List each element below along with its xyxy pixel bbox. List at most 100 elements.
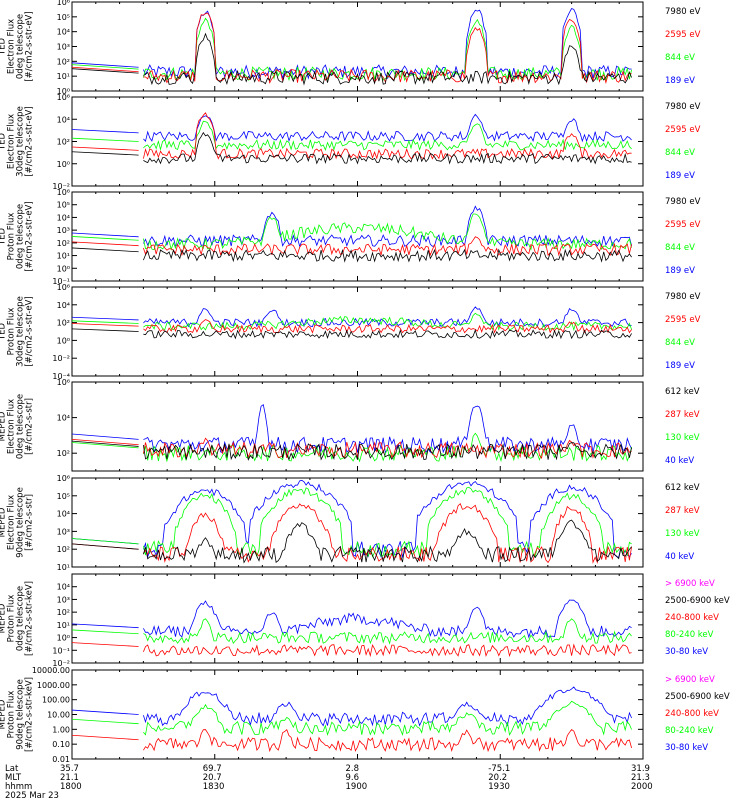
y-tick-label: 10⁶ <box>57 188 70 197</box>
series-green <box>143 17 632 82</box>
y-axis-label: MEPEDProton Flux0deg telescope[#/cm2-s-s… <box>0 581 35 656</box>
legend-entry: 240-800 keV <box>665 709 719 719</box>
series-blue-lead <box>71 232 139 238</box>
series-green-lead <box>71 64 139 70</box>
series-black-lead <box>71 247 139 253</box>
series-blue <box>143 599 632 639</box>
legend-entry: 2595 eV <box>665 220 701 230</box>
series-black-lead <box>71 543 139 550</box>
series-black-lead <box>71 328 139 332</box>
y-tick-label: 10⁴ <box>57 213 70 222</box>
legend-entry: > 6900 keV <box>665 579 715 589</box>
y-axis-label: MEPEDElectron Flux0deg telescope[#/cm2-s… <box>0 394 35 459</box>
y-tick-label: 10⁻² <box>52 659 70 668</box>
panel-frame <box>71 191 644 282</box>
series-red <box>143 319 632 334</box>
y-tick-label: 10⁶ <box>57 474 70 483</box>
y-tick-label: 10⁵ <box>57 13 70 22</box>
footer-lat: 35.7 <box>60 764 79 774</box>
series-red <box>143 729 632 753</box>
series-red-lead <box>71 241 139 247</box>
series-black <box>143 32 632 86</box>
y-tick-label: 10⁴ <box>57 510 70 519</box>
y-axis-label: TEDElectron Flux0deg telescope[#/cm2-s-s… <box>0 11 35 81</box>
series-blue-lead <box>71 433 139 440</box>
y-tick-label: 10.00 <box>47 711 70 720</box>
panel-5: 10² 10⁴ 10⁶ MEPEDElectron Flux0deg telescop… <box>0 378 700 472</box>
series-blue <box>143 113 632 143</box>
y-tick-label: 10⁶ <box>57 378 70 387</box>
series-green-lead <box>71 236 139 241</box>
legend-entry: 30-80 keV <box>665 743 708 753</box>
y-tick-label: 10⁰ <box>57 336 70 345</box>
series-red <box>143 643 632 658</box>
series-black-lead <box>71 440 139 447</box>
y-tick-label: 10⁻² <box>52 354 70 363</box>
series-red <box>143 503 632 564</box>
y-tick-label: 10¹ <box>57 252 70 261</box>
y-tick-label: 10² <box>57 545 70 554</box>
panel-8: 0.01 0.10 1.00 10.00 100.00 1000.00 10000.00 ME… <box>0 666 730 764</box>
series-blue-lead <box>71 129 139 134</box>
footer-hhmm: 2000 <box>631 782 653 792</box>
y-tick-label: 10² <box>57 57 70 66</box>
y-tick-label: 10² <box>57 449 70 458</box>
legend-entry: 612 keV <box>665 483 700 493</box>
series-black <box>143 519 632 564</box>
series-red-lead <box>71 66 139 73</box>
series-black <box>143 248 632 263</box>
footer-mlt: 21.1 <box>60 773 79 783</box>
y-tick-label: 100.00 <box>42 696 70 705</box>
y-tick-label: 10⁴ <box>57 414 70 423</box>
y-axis-label: MEPEDProton Flux90deg telescope[#/cm2-s-… <box>0 677 35 752</box>
legend-entry: 30-80 keV <box>665 647 708 657</box>
y-axis-label: TEDProton Flux30deg telescope[#/cm2-s-st… <box>0 296 35 367</box>
panel-frame <box>71 573 644 664</box>
footer-lat: 69.7 <box>203 764 222 774</box>
y-tick-label: 10¹ <box>57 72 70 81</box>
series-blue <box>143 306 632 328</box>
series-green <box>143 618 632 645</box>
footer-lat: 31.9 <box>631 764 650 774</box>
y-axis-label: TEDElectron Flux30deg telescope[#/cm2-s-… <box>0 106 35 177</box>
legend-entry: 7980 eV <box>665 197 701 207</box>
footer-hhmm: 1800 <box>60 782 82 792</box>
footer-hhmm: 1900 <box>346 782 368 792</box>
legend-entry: 7980 eV <box>665 102 701 112</box>
y-tick-label: 10⁵ <box>57 201 70 210</box>
series-blue <box>143 205 632 248</box>
legend-entry: 80-240 keV <box>665 630 714 640</box>
legend-entry: 40 keV <box>665 456 694 466</box>
panel-1: 10⁰ 10¹ 10² 10³ 10⁴ 10⁵ 10⁶ TEDElectron Flux0de… <box>0 0 701 96</box>
legend-entry: 287 keV <box>665 506 700 516</box>
legend-entry: 844 eV <box>665 243 695 253</box>
series-blue-lead <box>71 62 139 68</box>
series-green <box>143 486 632 558</box>
panel-7: 10⁻² 10⁻¹ 10⁰ 10¹ 10² 10³ 10⁴ MEPEDProton Flux0… <box>0 573 730 668</box>
footer-row-label: MLT <box>5 773 22 783</box>
panel-frame <box>71 96 644 187</box>
series-green-lead <box>71 137 139 142</box>
series-red-lead <box>71 323 139 327</box>
footer-lat: 2.8 <box>346 764 360 774</box>
footer-mlt: 21.3 <box>631 773 650 783</box>
series-green-lead <box>71 629 139 635</box>
footer-hhmm: 1930 <box>488 782 510 792</box>
legend-entry: 2500-6900 keV <box>665 692 730 702</box>
y-tick-label: 10⁻¹ <box>52 646 70 655</box>
y-tick-label: 10⁵ <box>57 492 70 501</box>
series-green-lead <box>71 442 139 449</box>
y-tick-label: 10³ <box>57 43 70 52</box>
y-tick-label: 10³ <box>57 527 70 536</box>
series-red-lead <box>71 146 139 151</box>
legend-entry: > 6900 keV <box>665 675 715 685</box>
series-black-lead <box>71 151 139 156</box>
series-green <box>143 700 632 736</box>
legend-entry: 7980 eV <box>665 292 701 302</box>
y-tick-label: 10⁻¹ <box>52 277 70 286</box>
y-tick-label: 10⁴ <box>57 301 70 310</box>
footer-row-label: hhmm <box>5 782 32 792</box>
y-tick-label: 10² <box>57 608 70 617</box>
series-red-lead <box>71 734 139 741</box>
